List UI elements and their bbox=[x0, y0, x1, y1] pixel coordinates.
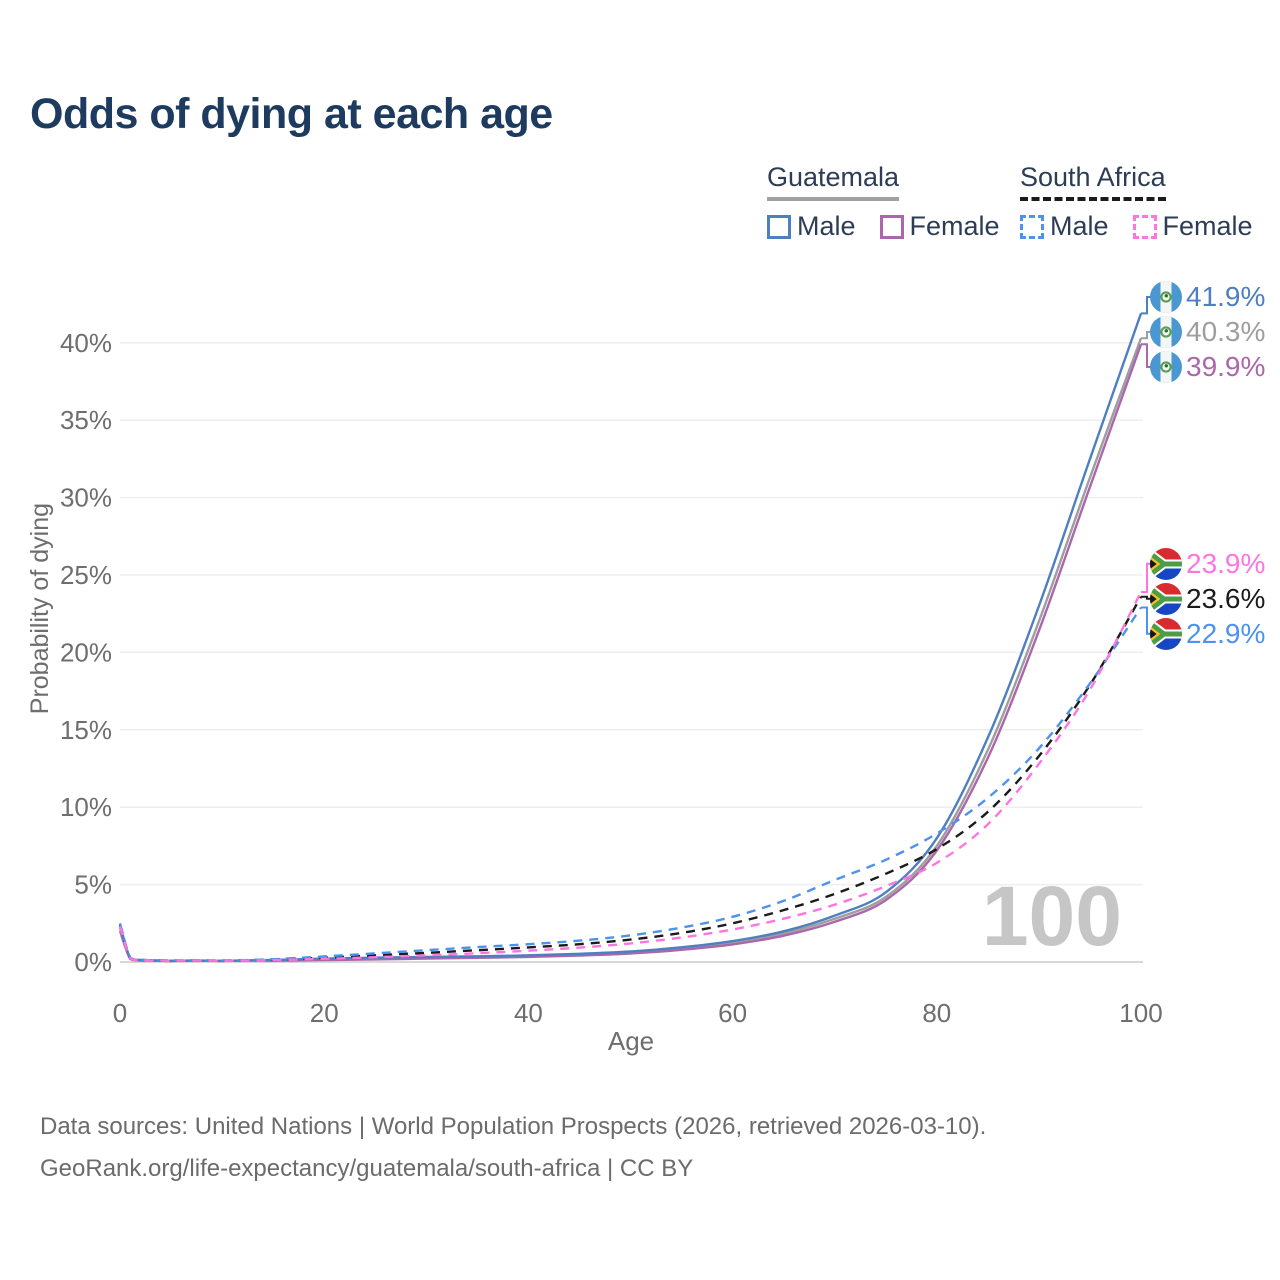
x-axis-title: Age bbox=[607, 1026, 655, 1056]
y-tick-label-40: 40% bbox=[60, 328, 112, 358]
south-africa-male-swatch-icon[interactable] bbox=[1020, 214, 1044, 239]
x-tick-label-0: 0 bbox=[113, 998, 127, 1028]
guatemala-flag-icon bbox=[1150, 316, 1182, 348]
end-label-value: 22.9% bbox=[1186, 617, 1266, 649]
end-label-connector-south-africa-female bbox=[1141, 562, 1151, 593]
end-label-value: 23.9% bbox=[1186, 547, 1266, 579]
y-tick-label-10: 10% bbox=[60, 792, 112, 822]
guatemala-flag-icon bbox=[1150, 281, 1182, 313]
y-tick-label-35: 35% bbox=[60, 405, 112, 435]
series-line-guatemala-male bbox=[118, 313, 1143, 963]
footer-attribution: GeoRank.org/life-expectancy/guatemala/so… bbox=[40, 1155, 694, 1182]
guatemala-male-swatch-icon[interactable] bbox=[767, 214, 791, 239]
footer-data-sources: Data sources: United Nations | World Pop… bbox=[40, 1113, 987, 1140]
age-watermark: 100 bbox=[981, 869, 1122, 963]
south-africa-flag-icon bbox=[1150, 547, 1182, 580]
legend-items-south-africa: Male Female bbox=[1020, 211, 1253, 242]
legend-item-guatemala-male[interactable]: Male bbox=[767, 211, 856, 242]
south-africa-flag-icon bbox=[1150, 582, 1182, 615]
end-label-guatemala-both: 40.3% bbox=[1150, 316, 1265, 348]
y-tick-label-15: 15% bbox=[60, 715, 112, 745]
legend-group-south-africa: South Africa Male Female bbox=[1020, 162, 1253, 242]
end-label-value: 39.9% bbox=[1186, 351, 1266, 382]
end-label-value: 41.9% bbox=[1186, 281, 1266, 312]
legend-item-south-africa-male[interactable]: Male bbox=[1020, 211, 1109, 242]
y-tick-label-30: 30% bbox=[60, 483, 112, 513]
x-tick-label-60: 60 bbox=[718, 998, 747, 1028]
guatemala-female-swatch-icon[interactable] bbox=[879, 214, 904, 239]
x-tick-label-20: 20 bbox=[310, 998, 339, 1028]
end-label-connector-south-africa-male bbox=[1141, 606, 1151, 635]
legend-label: Female bbox=[1162, 211, 1253, 241]
x-tick-label-40: 40 bbox=[514, 998, 543, 1028]
legend-item-south-africa-female[interactable]: Female bbox=[1132, 211, 1253, 242]
legend-items-guatemala: Male Female bbox=[767, 211, 1000, 242]
end-label-south-africa-both: 23.6% bbox=[1150, 582, 1266, 615]
legend-item-guatemala-female[interactable]: Female bbox=[879, 211, 1000, 242]
legend-label: Female bbox=[909, 211, 1000, 241]
legend-label: Male bbox=[1050, 211, 1109, 241]
guatemala-flag-icon bbox=[1150, 351, 1182, 383]
y-axis-title: Probability of dying bbox=[26, 503, 54, 715]
series-line-south-africa-male bbox=[118, 606, 1142, 962]
end-label-south-africa-female: 23.9% bbox=[1150, 547, 1266, 580]
page-title: Odds of dying at each age bbox=[30, 90, 553, 138]
end-label-value: 40.3% bbox=[1186, 316, 1266, 347]
footer: Data sources: United Nations | World Pop… bbox=[40, 1106, 986, 1190]
end-label-connector-south-africa-both bbox=[1141, 595, 1151, 600]
end-label-south-africa-male: 22.9% bbox=[1150, 617, 1266, 650]
south-africa-female-swatch-icon[interactable] bbox=[1132, 214, 1157, 239]
end-label-guatemala-male: 41.9% bbox=[1150, 281, 1265, 313]
series-line-south-africa-female bbox=[118, 591, 1143, 963]
y-tick-label-5: 5% bbox=[74, 870, 112, 900]
y-tick-label-0: 0% bbox=[74, 947, 112, 977]
south-africa-flag-icon bbox=[1150, 617, 1182, 650]
end-label-connector-guatemala-male bbox=[1141, 296, 1151, 315]
x-tick-label-100: 100 bbox=[1119, 998, 1162, 1028]
x-tick-label-80: 80 bbox=[922, 998, 951, 1028]
end-label-guatemala-female: 39.9% bbox=[1150, 351, 1265, 383]
legend-label: Male bbox=[797, 211, 856, 241]
series-line-guatemala-both bbox=[118, 337, 1143, 963]
end-label-value: 23.6% bbox=[1186, 582, 1266, 614]
legend-country-guatemala: Guatemala bbox=[767, 162, 900, 201]
y-tick-label-20: 20% bbox=[60, 637, 112, 667]
end-label-connector-guatemala-both bbox=[1141, 331, 1151, 340]
legend-country-south-africa: South Africa bbox=[1020, 162, 1166, 201]
legend-group-guatemala: Guatemala Male Female bbox=[767, 162, 1000, 242]
series-line-south-africa-both bbox=[118, 596, 1143, 962]
y-tick-label-25: 25% bbox=[60, 560, 112, 590]
end-label-connector-guatemala-female bbox=[1141, 343, 1151, 368]
